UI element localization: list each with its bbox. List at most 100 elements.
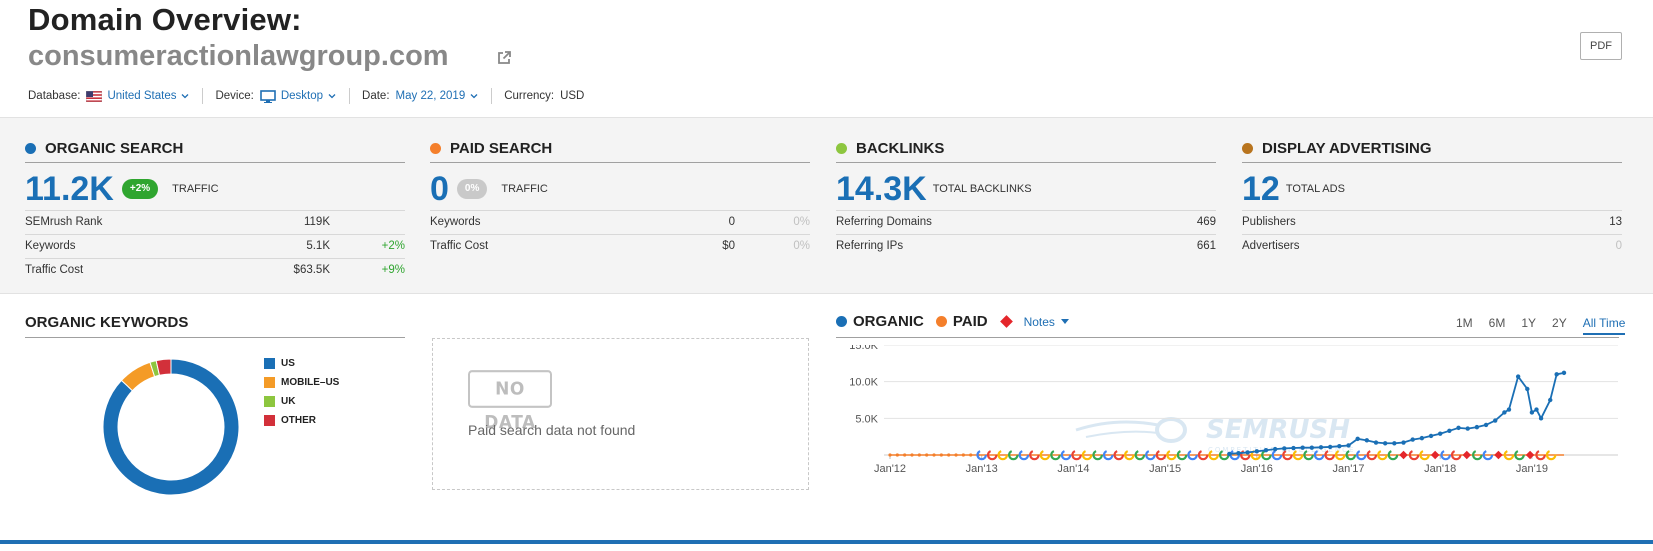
stat-value[interactable]: 661: [1196, 240, 1216, 252]
google-update-marker[interactable]: [1313, 449, 1325, 461]
range-tab-1m[interactable]: 1M: [1456, 316, 1473, 330]
organic-point[interactable]: [1227, 451, 1232, 457]
google-update-marker[interactable]: [1113, 449, 1125, 461]
organic-point[interactable]: [1236, 450, 1241, 456]
google-update-marker[interactable]: [986, 449, 998, 461]
stat-value[interactable]: 119K: [303, 216, 330, 228]
organic-point[interactable]: [1474, 424, 1480, 430]
organic-point[interactable]: [1538, 416, 1544, 421]
google-update-marker[interactable]: [1545, 449, 1557, 461]
organic-point[interactable]: [1382, 441, 1388, 446]
organic-point[interactable]: [1263, 448, 1269, 453]
google-update-marker[interactable]: [1261, 449, 1272, 461]
chevron-down-icon[interactable]: [180, 91, 190, 101]
organic-point[interactable]: [1346, 443, 1351, 448]
stat-value[interactable]: $63.5K: [293, 264, 330, 276]
organic-line[interactable]: [1229, 371, 1565, 455]
google-update-marker[interactable]: [1387, 449, 1399, 461]
organic-point[interactable]: [1410, 437, 1415, 442]
organic-point[interactable]: [1502, 410, 1507, 415]
google-update-marker[interactable]: [1060, 449, 1072, 461]
google-update-marker[interactable]: [1535, 449, 1546, 461]
google-update-marker[interactable]: [1324, 449, 1336, 461]
google-update-marker[interactable]: [1440, 449, 1452, 461]
google-update-marker[interactable]: [1282, 449, 1293, 461]
organic-point[interactable]: [1554, 372, 1559, 377]
notes-dropdown[interactable]: Notes: [1024, 315, 1069, 329]
display-advertising-header[interactable]: DISPLAY ADVERTISING: [1242, 140, 1431, 157]
organic-point[interactable]: [1493, 418, 1498, 423]
google-update-marker[interactable]: [1419, 449, 1430, 461]
organic-point[interactable]: [1465, 426, 1470, 431]
google-update-marker[interactable]: [1071, 449, 1082, 461]
google-update-marker[interactable]: [1334, 449, 1346, 461]
paid-point[interactable]: [954, 453, 958, 457]
google-update-marker[interactable]: [1197, 449, 1209, 461]
organic-point[interactable]: [1364, 438, 1370, 443]
note-marker[interactable]: [1430, 450, 1440, 460]
organic-point[interactable]: [1291, 445, 1296, 451]
chart-paid-label[interactable]: PAID: [952, 313, 988, 330]
google-update-marker[interactable]: [1050, 449, 1061, 461]
range-tab-6m[interactable]: 6M: [1488, 316, 1506, 330]
organic-point[interactable]: [1483, 422, 1489, 428]
google-update-marker[interactable]: [1187, 449, 1198, 461]
legend-item-us[interactable]: US: [264, 354, 339, 373]
google-update-marker[interactable]: [1472, 449, 1483, 461]
google-update-marker[interactable]: [1303, 449, 1314, 461]
stat-value[interactable]: 5.1K: [306, 240, 330, 252]
legend-item-uk[interactable]: UK: [264, 392, 339, 411]
google-update-marker[interactable]: [1356, 449, 1367, 461]
note-marker[interactable]: [1399, 450, 1408, 460]
note-marker[interactable]: [1525, 450, 1535, 460]
organic-keywords-donut[interactable]: [96, 352, 246, 502]
google-update-marker[interactable]: [1271, 449, 1283, 461]
google-update-marker[interactable]: [1029, 449, 1040, 461]
google-update-marker[interactable]: [1503, 449, 1515, 461]
stat-value[interactable]: 13: [1609, 216, 1622, 228]
google-update-marker[interactable]: [1008, 449, 1019, 461]
paid-point[interactable]: [917, 453, 921, 457]
paid-search-header[interactable]: PAID SEARCH: [430, 140, 552, 157]
stat-value[interactable]: 469: [1196, 216, 1216, 228]
organic-point[interactable]: [1506, 407, 1512, 412]
donut-segment-other[interactable]: [155, 358, 172, 376]
organic-point[interactable]: [1337, 444, 1342, 449]
range-tab-all-time[interactable]: All Time: [1582, 316, 1626, 335]
paid-point[interactable]: [925, 453, 929, 457]
paid-traffic-value[interactable]: 0: [430, 169, 449, 208]
google-update-marker[interactable]: [1176, 449, 1188, 461]
google-update-marker[interactable]: [1208, 449, 1220, 461]
google-update-marker[interactable]: [1092, 449, 1104, 461]
google-update-marker[interactable]: [1377, 449, 1388, 461]
google-update-marker[interactable]: [1240, 449, 1251, 461]
chevron-down-icon[interactable]: [327, 91, 337, 101]
paid-point[interactable]: [947, 453, 951, 457]
google-update-marker[interactable]: [1450, 449, 1462, 461]
paid-point[interactable]: [903, 453, 907, 457]
google-update-marker[interactable]: [1482, 449, 1494, 461]
google-update-marker[interactable]: [1514, 449, 1525, 461]
paid-point[interactable]: [888, 453, 892, 457]
organic-search-header[interactable]: ORGANIC SEARCH: [25, 140, 183, 157]
database-select[interactable]: United States: [107, 90, 177, 102]
paid-point[interactable]: [910, 453, 914, 457]
traffic-chart[interactable]: SEMRUSH COMPETITIVE INTELLIGENCE 15.0K 10…: [836, 345, 1626, 505]
organic-point[interactable]: [1272, 446, 1278, 452]
total-ads-value[interactable]: 12: [1242, 169, 1280, 208]
backlinks-header[interactable]: BACKLINKS: [836, 140, 944, 157]
legend-item-mobile-us[interactable]: MOBILE–US: [264, 373, 339, 392]
google-update-marker[interactable]: [1250, 449, 1262, 461]
organic-point[interactable]: [1327, 444, 1333, 450]
device-select[interactable]: Desktop: [280, 90, 324, 102]
organic-point[interactable]: [1525, 386, 1530, 392]
google-update-marker[interactable]: [1039, 449, 1051, 461]
paid-point[interactable]: [895, 453, 899, 457]
paid-point[interactable]: [932, 453, 936, 457]
google-update-marker[interactable]: [1134, 449, 1146, 461]
organic-point[interactable]: [1245, 450, 1250, 455]
google-update-marker[interactable]: [1081, 449, 1093, 461]
google-update-marker[interactable]: [1292, 449, 1304, 461]
google-update-marker[interactable]: [976, 449, 988, 461]
organic-point[interactable]: [1300, 445, 1305, 450]
